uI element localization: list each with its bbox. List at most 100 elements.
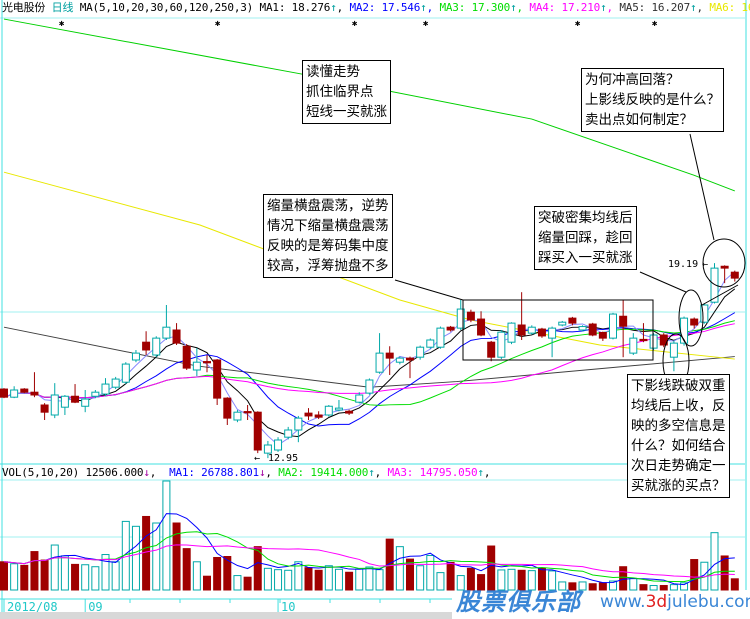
separator: , [336,1,350,14]
ma5-line [3,288,736,438]
note-line: 映的多空信息是 [631,418,726,434]
candle-up [192,361,201,371]
info-marker-icon[interactable]: ✱ [423,19,429,29]
candle-up [436,327,445,348]
volume-bar [710,532,719,591]
breakout-ellipse [678,289,704,347]
volume-bar [395,546,404,591]
candle-down [304,412,313,417]
candle-up [426,339,435,348]
vol-params: VOL(5,10,20) [2,466,80,479]
info-marker-icon[interactable]: ✱ [215,19,221,29]
volume-bar [101,554,110,591]
vol-ma-value-3: MA3: 14795.050 [387,466,478,479]
note-lower-shadow: 下影线跌破双重 均线后上收，反 映的多空信息是 什么？如何结合 次日走势确定一 买就涨的买… [627,374,730,498]
annotation-shapes [394,133,746,389]
candle-down [213,359,222,399]
volume-bar [182,548,191,591]
ma-arrow-5: ↑ [690,1,697,14]
candle-up [274,439,283,451]
candle-down [345,410,354,414]
volume-bar [649,585,658,591]
volume-bar [568,582,577,591]
candle-up [263,444,272,454]
url-part: www. [600,592,646,612]
candle-down [477,318,486,336]
volume-bar [639,584,648,591]
note-line: 为何冲高回落？ [585,72,680,88]
volume-bar [314,569,323,591]
volume-bar [588,583,597,591]
volume-bar [578,581,587,591]
period-label[interactable]: 日线 [51,1,74,14]
ma-arrow-2: ↑ [420,1,427,14]
candle-up [101,383,110,395]
note-line: 缩量横盘震荡，逆势 [267,198,389,214]
volume-bar [466,567,475,591]
volume-bar [680,582,689,591]
candle-up [10,389,19,398]
volume-bar [192,561,201,591]
volume-bar [527,570,536,591]
volume-bar [304,567,313,591]
candle-down [142,341,151,351]
vol-ma-arrow-3: ↑ [477,466,484,479]
candle-up [91,391,100,397]
pointer-line [394,279,464,301]
candle-down [385,352,394,359]
high-arrow: ← [702,259,708,270]
bottom-status-strip [0,612,452,619]
volume-bar [558,581,567,591]
volume-bar [10,563,19,591]
pointer-line [639,271,687,293]
candle-up [629,337,638,354]
volume-bar [294,561,303,591]
candle-up [162,326,171,339]
candle-up [609,313,617,339]
candle-down [568,317,577,324]
volume-bar [669,584,678,591]
volume-bar [71,563,80,591]
info-marker-icon[interactable]: ✱ [652,19,658,29]
watermark-url: www.3djulebu.com [600,592,750,612]
separator: , [516,1,530,14]
note-upper-shadow: 为何冲高回落？ 上影线反映的是什么？ 卖出点如何制定？ [581,68,724,132]
ma-value-2: MA2: 17.546 [349,1,421,14]
volume-bar [40,559,49,591]
candle-down [720,265,729,269]
volume-bar [659,585,668,591]
vol-ma-value-1: MA1: 26788.801 [169,466,259,479]
volume-bar [20,564,29,591]
volume-header: VOL(5,10,20) 12506.000↓, MA1: 26788.801↓… [2,466,497,479]
candle-down [588,323,597,336]
candle-down [730,271,739,279]
volume-bar [517,569,526,591]
note-line: 缩量回踩，趁回 [538,230,633,246]
note-line: 抓住临界点 [306,84,374,100]
candle-down [253,411,262,451]
candle-up [131,352,140,361]
volume-bar [730,578,739,591]
info-marker-icon[interactable]: ✱ [352,19,358,29]
volume-bar [324,565,333,591]
note-line: 短线一买就涨 [306,104,387,120]
note-line: 均线后上收，反 [631,398,726,414]
candle-up [416,346,425,358]
candle-up [669,342,678,358]
x-tick-label: 10 [281,600,295,614]
candle-up [324,405,333,416]
info-marker-icon[interactable]: ✱ [59,19,65,29]
volume-bar [152,522,161,591]
volume-bar [446,561,455,591]
volume-bar [619,566,628,591]
candle-up [649,334,658,349]
volume-bar [213,556,222,591]
ma-value-3: MA3: 17.300 [439,1,511,14]
volume-bar [345,571,354,591]
candle-up [152,337,161,356]
candle-up [497,331,506,358]
candle-up [578,326,587,331]
info-marker-icon[interactable]: ✱ [575,19,581,29]
volume-bar [334,568,343,591]
